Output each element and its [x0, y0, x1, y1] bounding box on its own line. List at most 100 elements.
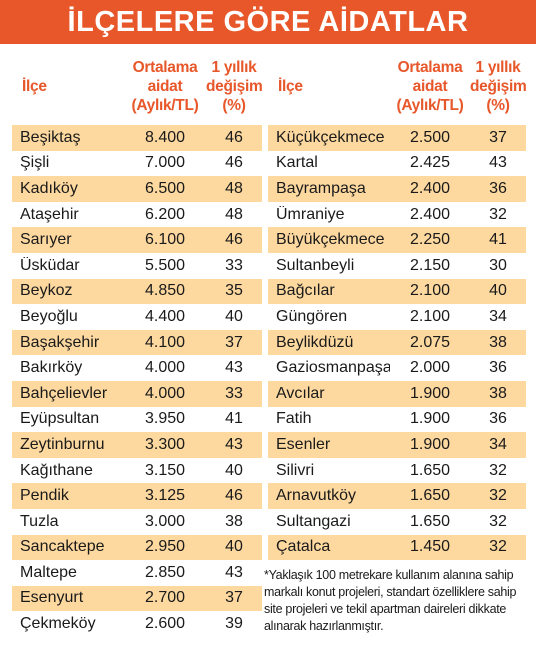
yearly-change: 40: [225, 538, 243, 556]
district-name: Başakşehir: [20, 333, 100, 351]
table-row: Beylikdüzü 2.075 38: [268, 329, 526, 356]
average-fee: 2.150: [409, 256, 451, 274]
district-name: Çekmeköy: [20, 615, 96, 633]
district-name: Sultangazi: [276, 512, 351, 530]
yearly-change: 37: [489, 128, 507, 146]
district-name: Sultanbeyli: [276, 256, 355, 274]
district-name: Büyükçekmece: [276, 231, 385, 249]
table-row: Büyükçekmece 2.250 41: [268, 227, 526, 253]
yearly-change: 33: [225, 256, 243, 274]
district-name: Küçükçekmece: [276, 128, 385, 146]
table-row: Arnavutköy 1.650 32: [268, 483, 526, 509]
yearly-change: 41: [489, 231, 507, 249]
district-name: Tuzla: [20, 512, 59, 530]
header-yearly-change-line1: 1 yıllık: [475, 58, 521, 76]
district-name: Eyüpsultan: [20, 410, 100, 428]
average-fee: 2.850: [144, 563, 186, 581]
header-yearly-change-line3: (%): [486, 96, 510, 114]
yearly-change: 36: [489, 410, 507, 428]
average-fee: 1.900: [409, 384, 451, 402]
average-fee: 2.075: [409, 333, 451, 351]
average-fee: 3.000: [144, 512, 186, 530]
yearly-change: 36: [489, 179, 507, 197]
district-name: Esenler: [276, 435, 331, 453]
table-row: Beyoğlu 4.400 40: [12, 304, 262, 330]
yearly-change: 32: [489, 487, 507, 505]
header-yearly-change: 1 yıllık değişim (%): [470, 58, 527, 115]
yearly-change: 34: [489, 435, 507, 453]
district-name: Üsküdar: [20, 256, 80, 274]
table-row: Beykoz 4.850 35: [12, 278, 262, 305]
district-name: Beşiktaş: [20, 128, 81, 146]
table-row: Bayrampaşa 2.400 36: [268, 176, 526, 202]
district-name: Güngören: [276, 307, 348, 325]
average-fee: 2.100: [409, 307, 451, 325]
table-row: Bahçelievler 4.000 33: [12, 380, 262, 407]
district-name: Avcılar: [276, 384, 325, 402]
yearly-change: 32: [489, 512, 507, 530]
header-yearly-change: 1 yıllık değişim (%): [206, 58, 263, 115]
yearly-change: 35: [225, 282, 243, 300]
table-row: Ümraniye 2.400 32: [268, 202, 526, 228]
yearly-change: 37: [225, 333, 243, 351]
yearly-change: 32: [489, 205, 507, 223]
yearly-change: 36: [489, 359, 507, 377]
table-row: Pendik 3.125 46: [12, 483, 262, 509]
table-row: Tuzla 3.000 38: [12, 509, 262, 535]
table-row: Avcılar 1.900 38: [268, 380, 526, 407]
right-table: İlçe Ortalama aidat (Aylık/TL) 1 yıllık …: [268, 50, 527, 561]
average-fee: 2.000: [409, 359, 451, 377]
header-average-fee: Ortalama aidat (Aylık/TL): [124, 58, 206, 115]
average-fee: 3.150: [144, 461, 186, 479]
district-name: Sarıyer: [20, 231, 72, 249]
yearly-change: 48: [225, 205, 243, 223]
district-name: Beykoz: [20, 282, 73, 300]
yearly-change: 33: [225, 384, 243, 402]
header-yearly-change-line2: değişim: [470, 77, 527, 95]
table-row: Esenler 1.900 34: [268, 432, 526, 458]
average-fee: 1.450: [409, 538, 451, 556]
table-row: Sancaktepe 2.950 40: [12, 534, 262, 561]
average-fee: 6.500: [144, 179, 186, 197]
table-row: Güngören 2.100 34: [268, 304, 526, 330]
yearly-change: 43: [489, 154, 507, 172]
header-average-fee: Ortalama aidat (Aylık/TL): [390, 58, 470, 115]
table-row: Küçükçekmece 2.500 37: [268, 125, 526, 151]
table-row: Ataşehir 6.200 48: [12, 202, 262, 228]
district-name: Arnavutköy: [276, 487, 357, 505]
average-fee: 8.400: [144, 128, 186, 146]
average-fee: 1.900: [409, 435, 451, 453]
table-row: Beşiktaş 8.400 46: [12, 125, 262, 151]
header-district: İlçe: [22, 77, 47, 95]
header-yearly-change-line1: 1 yıllık: [211, 58, 257, 76]
average-fee: 4.400: [144, 307, 186, 325]
table-row: Maltepe 2.850 43: [12, 560, 262, 586]
yearly-change: 38: [489, 333, 507, 351]
yearly-change: 38: [489, 384, 507, 402]
yearly-change: 43: [225, 359, 243, 377]
table-row: Çekmeköy 2.600 39: [12, 611, 262, 637]
average-fee: 7.000: [144, 154, 186, 172]
average-fee: 2.400: [409, 179, 451, 197]
table-row: Sultangazi 1.650 32: [268, 509, 526, 535]
table-row: Başakşehir 4.100 37: [12, 329, 262, 356]
district-name: Kartal: [276, 154, 318, 172]
yearly-change: 48: [225, 179, 243, 197]
header-average-fee-line1: Ortalama: [397, 58, 463, 76]
district-name: Ümraniye: [276, 205, 345, 223]
district-name: Zeytinburnu: [20, 435, 105, 453]
average-fee: 4.000: [144, 359, 186, 377]
yearly-change: 41: [225, 410, 243, 428]
average-fee: 2.425: [409, 154, 451, 172]
right-table-body: Küçükçekmece 2.500 37 Kartal 2.425 43 Bayrampa…: [268, 125, 526, 561]
district-name: Çatalca: [276, 538, 331, 556]
table-row: Silivri 1.650 32: [268, 458, 526, 484]
table-row: Fatih 1.900 36: [268, 407, 526, 433]
district-name: Ataşehir: [20, 205, 79, 223]
yearly-change: 30: [489, 256, 507, 274]
header-average-fee-line1: Ortalama: [132, 58, 198, 76]
table-row: Kadıköy 6.500 48: [12, 176, 262, 202]
district-name: Beylikdüzü: [276, 333, 354, 351]
table-row: Şişli 7.000 46: [12, 151, 262, 177]
district-name: Bayrampaşa: [276, 179, 366, 197]
